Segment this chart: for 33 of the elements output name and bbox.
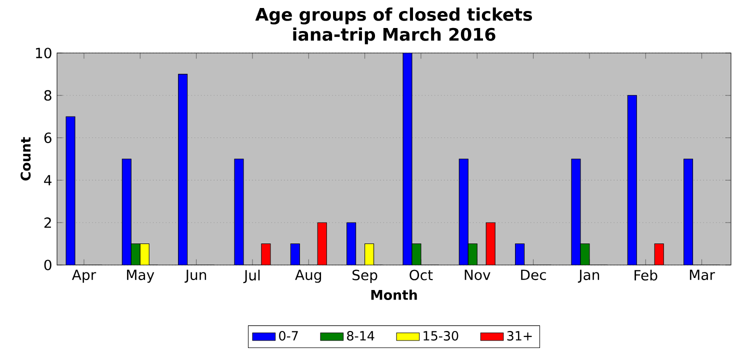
x-tick-label: Feb <box>634 270 658 281</box>
y-tick-label: 0 <box>44 260 52 270</box>
y-axis-title: Count <box>20 137 31 180</box>
chart-subtitle: iana-trip March 2016 <box>293 28 496 44</box>
legend-label: 31+ <box>507 331 532 341</box>
legend-label: 15-30 <box>424 331 458 341</box>
bar <box>468 244 478 265</box>
x-tick-label: Nov <box>464 270 490 280</box>
x-tick-label: Jul <box>243 270 260 284</box>
x-tick-label: Sep <box>352 270 378 283</box>
legend-label: 0-7 <box>279 331 298 341</box>
x-tick-label: Mar <box>690 270 715 280</box>
x-tick-label: Apr <box>72 270 96 283</box>
y-tick-label: 6 <box>44 132 52 144</box>
x-tick-label: Oct <box>410 270 433 280</box>
legend-label: 8-14 <box>347 331 374 341</box>
x-axis-title: Month <box>371 290 417 300</box>
x-tick-label: May <box>127 270 154 283</box>
x-tick-label: Aug <box>295 270 322 283</box>
bar <box>654 244 664 265</box>
bar <box>140 244 150 265</box>
y-tick-label: 4 <box>44 175 52 186</box>
bar <box>486 222 496 265</box>
bar <box>130 244 140 265</box>
bar <box>364 244 374 265</box>
y-tick-label: 2 <box>44 217 51 228</box>
y-tick-label: 10 <box>36 48 52 58</box>
x-tick-label: Jun <box>184 270 206 283</box>
y-tick-label: 8 <box>44 90 52 101</box>
x-tick-label: Dec <box>521 270 546 280</box>
x-tick-label: Jan <box>578 270 600 283</box>
bar <box>317 222 327 265</box>
chart-title: Age groups of closed tickets <box>255 8 532 24</box>
